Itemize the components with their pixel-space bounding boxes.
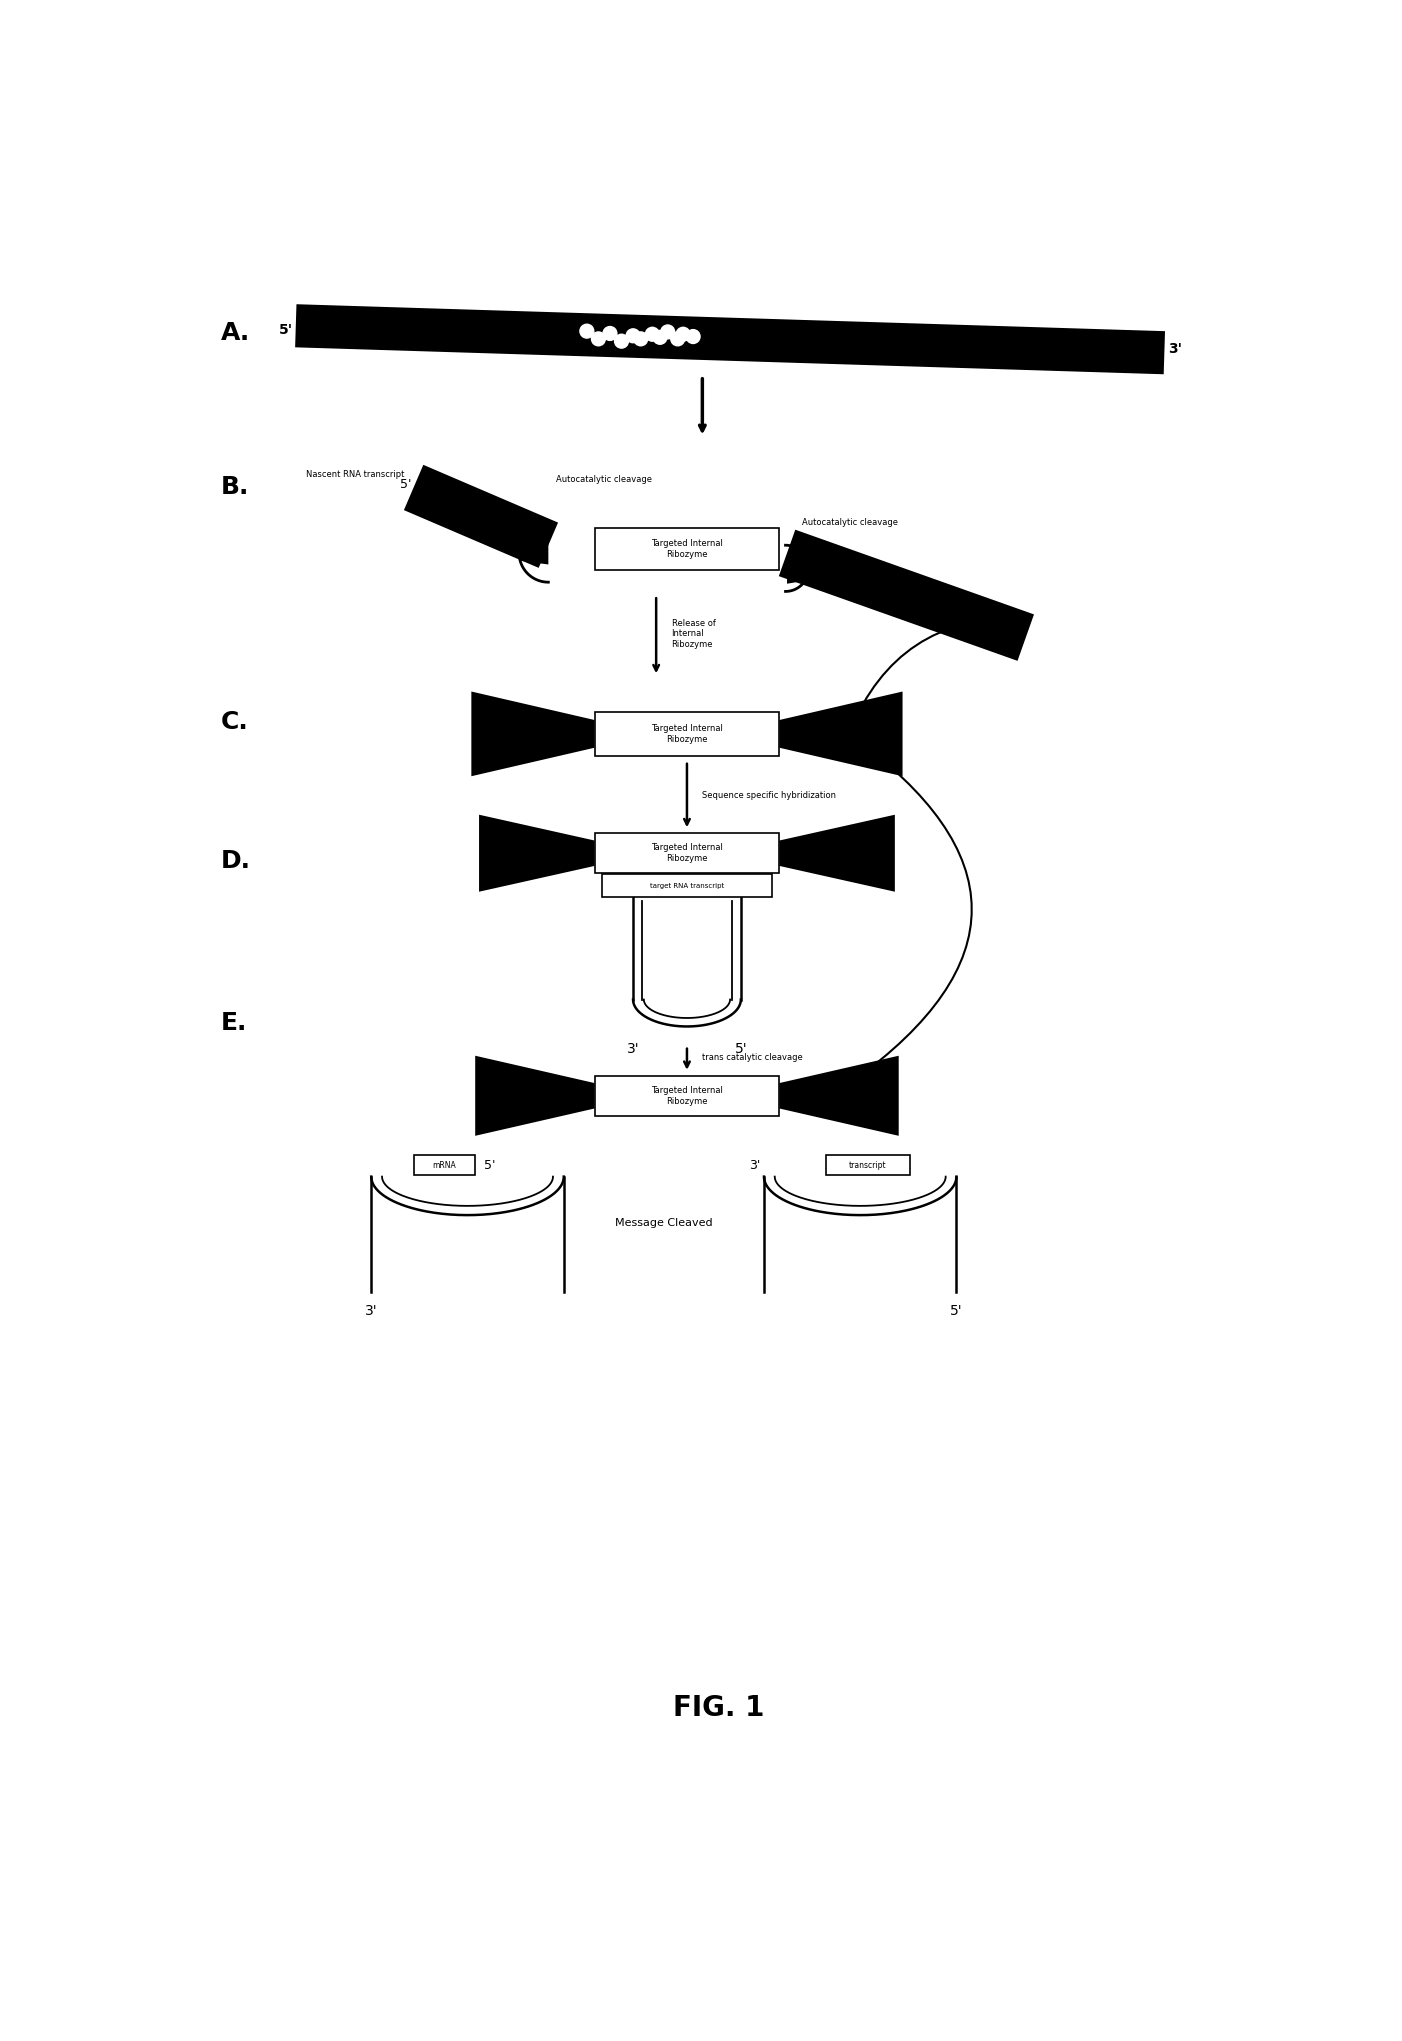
Text: E.: E. [222,1010,248,1035]
Polygon shape [475,1055,594,1135]
Polygon shape [519,537,548,565]
FancyBboxPatch shape [596,712,778,757]
Circle shape [660,325,674,339]
FancyArrowPatch shape [851,735,972,1082]
Circle shape [676,327,690,341]
Polygon shape [780,1055,899,1135]
Text: D.: D. [222,849,251,874]
Polygon shape [471,692,594,776]
Text: Targeted Internal
Ribozyme: Targeted Internal Ribozyme [651,843,723,863]
Circle shape [614,335,628,349]
Circle shape [580,325,594,339]
FancyBboxPatch shape [414,1155,475,1176]
Text: Message Cleaved: Message Cleaved [615,1218,712,1229]
Text: 5': 5' [400,478,411,492]
Text: C.: C. [222,710,250,735]
Circle shape [627,329,639,343]
Text: target RNA transcript: target RNA transcript [651,882,723,888]
Text: trans catalytic cleavage: trans catalytic cleavage [702,1053,803,1061]
Text: Sequence specific hybridization: Sequence specific hybridization [702,792,837,800]
FancyBboxPatch shape [826,1155,910,1176]
Polygon shape [780,531,1035,661]
Circle shape [670,333,684,345]
Text: mRNA: mRNA [433,1161,456,1169]
Text: Release of
Internal
Ribozyme: Release of Internal Ribozyme [672,618,715,649]
Circle shape [603,327,617,341]
Text: Targeted Internal
Ribozyme: Targeted Internal Ribozyme [651,725,723,743]
Text: Autocatalytic cleavage: Autocatalytic cleavage [557,476,652,484]
Text: 3': 3' [1168,343,1182,355]
Polygon shape [479,814,594,892]
FancyArrowPatch shape [850,614,1021,731]
Text: 3': 3' [365,1304,377,1318]
Text: Autocatalytic cleavage: Autocatalytic cleavage [802,518,899,527]
Text: B.: B. [222,476,250,500]
Circle shape [634,333,648,345]
Text: Nascent RNA transcript: Nascent RNA transcript [306,469,404,480]
Circle shape [645,327,659,341]
Polygon shape [780,814,894,892]
Polygon shape [296,304,1165,374]
Polygon shape [404,465,558,567]
Text: transcript: transcript [850,1161,886,1169]
FancyBboxPatch shape [594,529,780,569]
Text: 5': 5' [951,1304,963,1318]
Polygon shape [787,553,810,584]
Text: FIG. 1: FIG. 1 [673,1694,764,1723]
Text: 5': 5' [485,1159,496,1172]
Text: 5': 5' [735,1041,747,1055]
Text: A.: A. [222,322,251,345]
Polygon shape [780,692,903,776]
Text: Targeted Internal
Ribozyme: Targeted Internal Ribozyme [651,1086,723,1106]
Text: 3': 3' [749,1159,760,1172]
Circle shape [653,331,667,345]
FancyBboxPatch shape [596,833,778,874]
Text: 3': 3' [627,1041,639,1055]
FancyBboxPatch shape [596,1076,778,1116]
Text: Targeted Internal
Ribozyme: Targeted Internal Ribozyme [651,539,723,559]
Circle shape [592,333,606,345]
Circle shape [686,329,700,343]
Text: 5': 5' [279,322,293,337]
FancyBboxPatch shape [603,874,771,898]
